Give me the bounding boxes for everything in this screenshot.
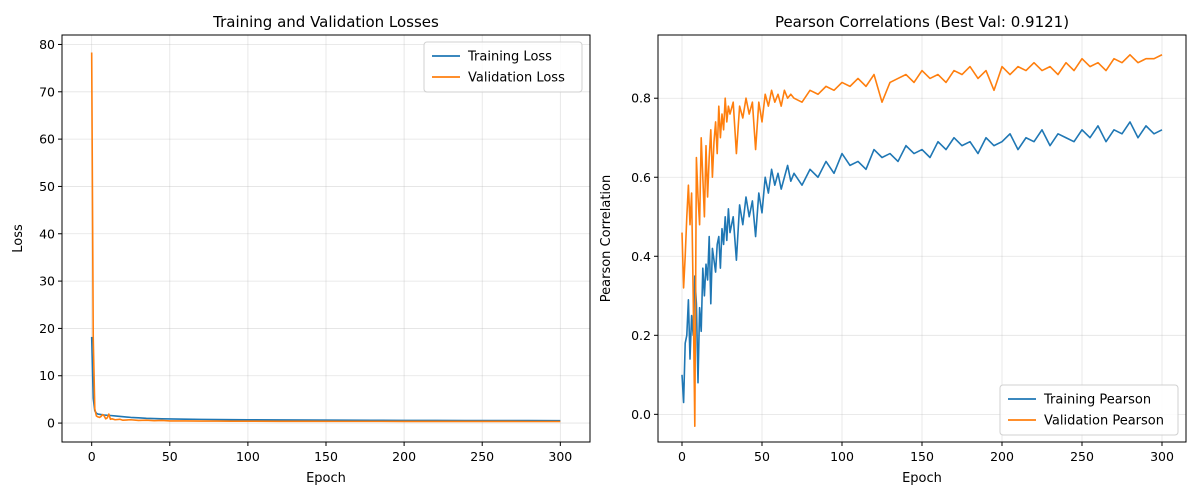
y-tick-label: 0.4 <box>631 249 651 264</box>
legend-label: Training Loss <box>467 50 552 65</box>
legend-label: Training Pearson <box>1043 393 1151 408</box>
chart-panel-1: 0 50 100 150 200 250 300 0 10 20 30 40 50 60 70 80 Train… <box>11 13 591 486</box>
x-axis-label: Epoch <box>902 471 942 486</box>
x-tick-label: 150 <box>910 449 934 464</box>
series-line-training-loss <box>90 336 561 422</box>
chart-title: Training and Validation Losses <box>212 13 439 31</box>
x-tick-label: 100 <box>830 449 854 464</box>
chart-panel-2: 0 50 100 150 200 250 300 0.0 0.2 0.4 0.6 0.8 Pearson… <box>599 13 1187 486</box>
legend: Training Pearson Validation Pearson <box>999 384 1179 436</box>
x-tick-label: 100 <box>236 449 260 464</box>
y-tick-label: 0 <box>47 416 55 431</box>
x-tick-label: 150 <box>314 449 338 464</box>
x-tick-label: 300 <box>1150 449 1174 464</box>
series-line-validation-loss <box>90 52 561 423</box>
y-axis-label: Loss <box>11 224 26 253</box>
legend: Training Loss Validation Loss <box>423 41 583 93</box>
chart-title: Pearson Correlations (Best Val: 0.9121) <box>775 13 1069 31</box>
x-tick-label: 50 <box>754 449 770 464</box>
y-tick-label: 0.0 <box>631 407 651 422</box>
x-tick-label: 250 <box>470 449 494 464</box>
series-line-validation-pearson <box>681 53 1163 427</box>
y-tick-label: 10 <box>39 368 55 383</box>
legend-label: Validation Loss <box>468 71 565 86</box>
y-tick-label: 30 <box>39 274 55 289</box>
legend-label: Validation Pearson <box>1044 414 1164 429</box>
x-tick-label: 200 <box>392 449 416 464</box>
legend-box <box>423 41 583 93</box>
y-tick-label: 0.2 <box>631 328 651 343</box>
y-tick-label: 0.6 <box>631 170 651 185</box>
y-tick-label: 60 <box>39 132 55 147</box>
x-tick-label: 200 <box>990 449 1014 464</box>
y-tick-label: 50 <box>39 179 55 194</box>
legend-box <box>999 384 1179 436</box>
x-tick-label: 300 <box>548 449 572 464</box>
x-tick-label: 0 <box>678 449 686 464</box>
y-tick-label: 0.8 <box>631 91 651 106</box>
x-tick-label: 0 <box>88 449 96 464</box>
x-tick-label: 50 <box>162 449 178 464</box>
x-axis-label: Epoch <box>306 471 346 486</box>
y-tick-label: 70 <box>39 84 55 99</box>
y-tick-label: 20 <box>39 321 55 336</box>
y-tick-label: 40 <box>39 226 55 241</box>
x-tick-label: 250 <box>1070 449 1094 464</box>
y-tick-label: 80 <box>39 37 55 52</box>
y-axis-label: Pearson Correlation <box>599 175 614 302</box>
series-line-training-pearson <box>681 121 1163 404</box>
